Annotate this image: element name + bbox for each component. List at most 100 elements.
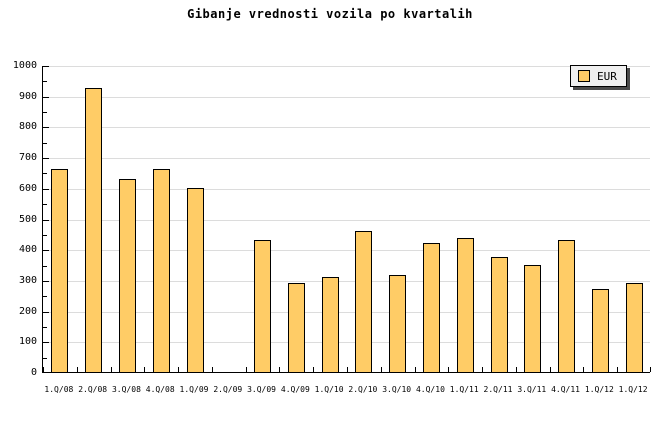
x-tick [211,367,213,372]
x-tick [144,367,146,372]
x-tick [76,367,78,372]
x-axis-label: 4.Q/08 [145,385,175,394]
bar-1.Q/12 [591,289,609,372]
y-axis-label: 100 [18,336,37,348]
x-axis-label: 2.Q/08 [78,385,108,394]
gridline [43,280,650,282]
y-minor-tick [43,173,47,175]
x-tick [178,367,180,372]
bar-1.Q/11 [456,238,474,372]
y-axis-label: 300 [18,274,37,286]
y-minor-tick [43,265,47,267]
y-minor-tick [43,81,47,83]
gridline [43,250,650,252]
gridline [43,342,650,344]
x-tick [347,367,348,372]
chart-title: Gibanje vrednosti vozila po kvartalih [187,7,473,21]
y-axis-label: 400 [18,244,37,256]
x-tick [414,367,416,372]
x-axis-label: 1.Q/12 [584,385,614,394]
legend: EUR [570,65,627,87]
x-tick [549,367,551,372]
y-major-tick [43,280,49,282]
x-axis-label: 1.Q/09 [179,385,209,394]
legend-series-label: EUR [597,69,617,83]
x-axis-label: 4.Q/09 [280,385,310,394]
y-axis-label: 500 [18,213,37,225]
x-tick [482,367,484,372]
y-minor-tick [43,357,47,359]
x-axis-label: 3.Q/10 [382,385,412,394]
y-minor-tick [43,204,47,206]
x-axis-label: 4.Q/11 [551,385,580,394]
gridline [43,96,650,98]
x-axis-label: 3.Q/08 [111,385,141,394]
plot-area [42,66,651,373]
x-tick [110,367,112,372]
y-major-tick [43,127,49,129]
y-major-tick [43,158,49,160]
y-major-tick [43,66,49,67]
y-major-tick [43,188,49,190]
x-axis-label: 3.Q/11 [517,385,547,394]
bar-2.Q/10 [355,230,373,372]
bar-1.Q/12 [625,282,643,372]
gridline [43,188,650,190]
bar-2.Q/08 [85,88,103,372]
x-axis-label: 1.Q/12 [618,385,648,394]
bar-4.Q/09 [287,282,305,372]
bar-1.Q/09 [186,187,204,372]
legend-swatch-icon [578,70,590,82]
bar-3.Q/11 [524,264,542,372]
y-axis-label: 700 [18,152,37,164]
y-minor-tick [43,142,47,144]
y-axis-label: 0 [30,367,37,378]
x-tick [313,367,315,372]
bar-1.Q/10 [321,276,339,372]
bar-2.Q/11 [490,256,508,372]
y-major-tick [43,219,49,221]
y-axis-label: 1000 [12,60,37,71]
x-tick [650,367,651,372]
y-axis-label: 600 [18,182,37,194]
x-axis-label: 2.Q/11 [483,385,513,394]
gridline [43,219,650,221]
x-tick [617,367,619,372]
y-major-tick [43,96,49,98]
bar-3.Q/09 [254,240,272,372]
bar-4.Q/11 [558,240,576,372]
y-minor-tick [43,326,47,328]
bar-3.Q/08 [118,178,136,372]
x-axis-label: 1.Q/08 [44,385,74,394]
x-axis-label: 2.Q/10 [348,385,378,394]
y-minor-tick [43,296,47,298]
x-axis-label: 3.Q/09 [247,385,276,394]
bar-4.Q/10 [422,243,440,372]
gridline [43,127,650,129]
bar-3.Q/10 [389,275,407,372]
gridline [43,311,650,313]
y-minor-tick [43,234,47,236]
gridline [43,66,650,67]
x-tick [43,367,44,372]
x-tick [448,367,450,372]
x-tick [583,367,585,372]
bar-4.Q/08 [152,169,170,372]
y-major-tick [43,250,49,252]
y-major-tick [43,342,49,344]
y-axis-label: 200 [18,305,37,317]
x-tick [279,367,281,372]
x-axis-label: 4.Q/10 [415,385,445,394]
x-axis-label: 2.Q/09 [213,385,243,394]
x-axis-label: 1.Q/10 [314,385,344,394]
x-tick [245,367,247,372]
gridline [43,158,650,160]
y-axis-label: 900 [18,90,37,102]
x-tick [515,367,517,372]
y-minor-tick [43,112,47,114]
x-axis-label: 1.Q/11 [449,385,479,394]
bar-1.Q/08 [51,169,69,372]
x-tick [380,367,382,372]
y-axis-label: 800 [18,121,37,133]
